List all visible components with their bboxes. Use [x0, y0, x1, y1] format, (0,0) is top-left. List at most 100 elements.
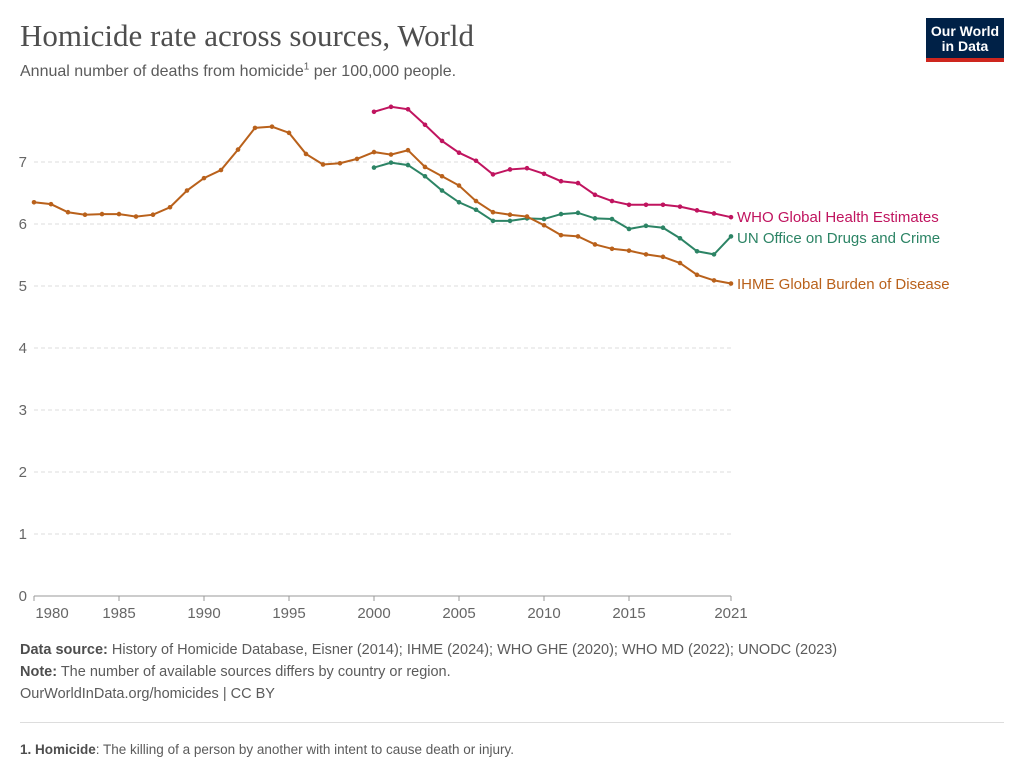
- x-tick-label: 2021: [714, 605, 747, 622]
- data-point[interactable]: [167, 204, 173, 210]
- data-point[interactable]: [541, 171, 547, 177]
- series-label[interactable]: IHME Global Burden of Disease: [737, 276, 950, 293]
- data-point[interactable]: [116, 211, 122, 217]
- data-point[interactable]: [541, 222, 547, 228]
- data-point[interactable]: [371, 109, 377, 115]
- data-point[interactable]: [575, 210, 581, 216]
- data-point[interactable]: [609, 246, 615, 252]
- data-point[interactable]: [65, 209, 71, 215]
- data-point[interactable]: [711, 252, 717, 257]
- data-point[interactable]: [456, 183, 462, 188]
- series-line[interactable]: [373, 161, 732, 256]
- data-point[interactable]: [575, 234, 581, 239]
- series-label[interactable]: WHO Global Health Estimates: [737, 209, 939, 226]
- data-source-label: Data source:: [20, 642, 108, 658]
- data-point[interactable]: [473, 198, 479, 204]
- data-point[interactable]: [677, 260, 683, 266]
- data-point[interactable]: [371, 165, 377, 170]
- source-link[interactable]: OurWorldInData.org/homicides | CC BY: [20, 686, 275, 702]
- data-point[interactable]: [507, 218, 513, 224]
- data-point[interactable]: [235, 147, 241, 152]
- data-point[interactable]: [490, 209, 496, 215]
- data-point[interactable]: [575, 180, 581, 186]
- data-point[interactable]: [439, 173, 445, 179]
- data-point[interactable]: [711, 211, 717, 216]
- data-point[interactable]: [303, 151, 309, 157]
- data-point[interactable]: [711, 278, 717, 283]
- line-chart: 0 1 2 3 4 5 6 7 1980 1985 1990 1995 2000 2005 2010 2015…: [19, 104, 950, 622]
- data-point[interactable]: [405, 162, 411, 168]
- data-point[interactable]: [609, 216, 615, 222]
- data-point[interactable]: [728, 214, 734, 220]
- data-point[interactable]: [524, 214, 530, 219]
- data-point[interactable]: [354, 156, 360, 162]
- data-point[interactable]: [422, 122, 428, 128]
- data-point[interactable]: [371, 149, 377, 155]
- series-label[interactable]: UN Office on Drugs and Crime: [737, 230, 940, 247]
- data-point[interactable]: [677, 235, 683, 241]
- data-point[interactable]: [626, 202, 632, 208]
- data-point[interactable]: [728, 234, 734, 239]
- data-point[interactable]: [320, 162, 326, 167]
- data-point[interactable]: [252, 125, 258, 131]
- data-point[interactable]: [592, 242, 598, 247]
- data-point[interactable]: [626, 248, 632, 253]
- data-point[interactable]: [660, 254, 666, 260]
- series-line[interactable]: [373, 105, 732, 219]
- data-point[interactable]: [473, 158, 479, 164]
- data-point[interactable]: [660, 202, 666, 208]
- data-point[interactable]: [405, 147, 411, 153]
- data-point[interactable]: [490, 218, 496, 224]
- data-point[interactable]: [286, 130, 292, 136]
- data-point[interactable]: [405, 107, 411, 112]
- data-point[interactable]: [473, 207, 479, 213]
- data-point[interactable]: [456, 150, 462, 155]
- data-point[interactable]: [337, 160, 343, 166]
- data-point[interactable]: [133, 214, 139, 219]
- owid-logo[interactable]: Our World in Data: [926, 18, 1004, 62]
- data-point[interactable]: [643, 252, 649, 257]
- data-point[interactable]: [82, 212, 88, 217]
- data-point[interactable]: [439, 138, 445, 144]
- x-tick-label: 1995: [272, 605, 305, 622]
- data-point[interactable]: [218, 167, 224, 173]
- data-point[interactable]: [694, 272, 700, 278]
- data-point[interactable]: [507, 167, 513, 172]
- data-point[interactable]: [558, 211, 564, 217]
- data-point[interactable]: [592, 192, 598, 198]
- data-point[interactable]: [48, 201, 54, 207]
- data-point[interactable]: [99, 211, 105, 217]
- footnote-ref[interactable]: 1: [303, 61, 310, 73]
- data-point[interactable]: [388, 152, 394, 157]
- data-point[interactable]: [269, 124, 275, 129]
- data-point[interactable]: [643, 202, 649, 208]
- data-point[interactable]: [694, 248, 700, 254]
- data-point[interactable]: [388, 104, 394, 110]
- data-point[interactable]: [524, 165, 530, 171]
- data-point[interactable]: [184, 188, 190, 193]
- data-point[interactable]: [558, 178, 564, 184]
- data-point[interactable]: [439, 188, 445, 193]
- data-point[interactable]: [422, 173, 428, 179]
- data-point[interactable]: [592, 216, 598, 221]
- data-point[interactable]: [456, 200, 462, 205]
- x-tick-label: 1985: [102, 605, 135, 622]
- data-point[interactable]: [490, 172, 496, 177]
- data-point[interactable]: [31, 200, 37, 205]
- data-point[interactable]: [677, 204, 683, 209]
- data-point[interactable]: [660, 225, 666, 231]
- data-point[interactable]: [694, 208, 700, 213]
- data-point[interactable]: [626, 226, 632, 232]
- data-point[interactable]: [422, 164, 428, 170]
- data-point[interactable]: [728, 281, 734, 286]
- series-line[interactable]: [33, 125, 732, 285]
- data-point[interactable]: [201, 175, 207, 181]
- data-point[interactable]: [150, 212, 156, 217]
- data-point[interactable]: [558, 232, 564, 238]
- data-point[interactable]: [388, 160, 394, 165]
- data-point[interactable]: [541, 216, 547, 222]
- data-point[interactable]: [609, 198, 615, 204]
- data-point[interactable]: [643, 223, 649, 229]
- note: Note: The number of available sources di…: [20, 663, 451, 681]
- data-point[interactable]: [507, 212, 513, 217]
